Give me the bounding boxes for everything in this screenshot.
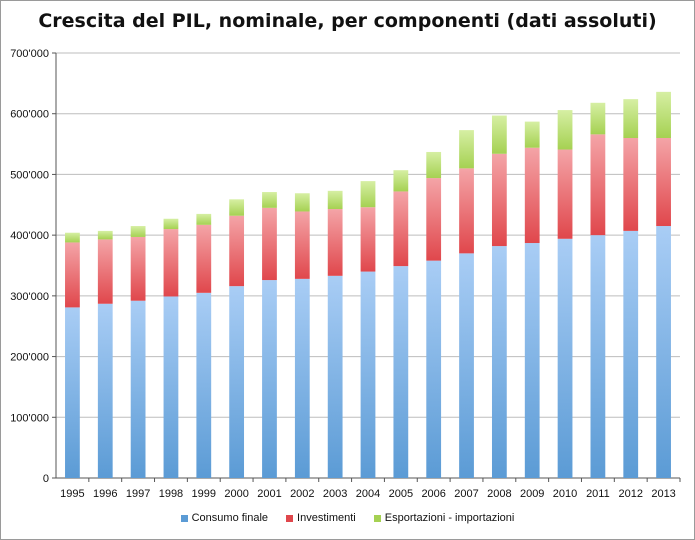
y-tick-label: 100'000 xyxy=(10,412,49,424)
bar-segment-2002-1 xyxy=(294,211,310,279)
bar-segment-2009-0 xyxy=(524,243,540,478)
bar-segment-2002-2 xyxy=(294,193,310,212)
bar-segment-2010-1 xyxy=(557,149,573,239)
legend-swatch xyxy=(373,514,381,522)
bar-segment-2002-0 xyxy=(294,278,310,478)
bar-segment-1996-0 xyxy=(97,303,113,478)
bar-segment-2012-2 xyxy=(623,99,639,138)
bar-segment-1996-1 xyxy=(97,239,113,304)
x-tick-label: 1996 xyxy=(93,488,117,500)
x-tick-label: 2001 xyxy=(257,488,281,500)
bar-segment-2003-2 xyxy=(327,190,343,210)
y-tick-label: 700'000 xyxy=(10,48,49,60)
bar-segment-1999-1 xyxy=(196,224,212,293)
x-tick-label: 2013 xyxy=(651,488,675,500)
y-tick-label: 600'000 xyxy=(10,109,49,121)
bar-segment-2004-0 xyxy=(360,271,376,478)
x-tick-label: 1995 xyxy=(60,488,84,500)
bar-segment-2013-1 xyxy=(656,138,671,227)
x-tick-label: 2004 xyxy=(356,488,380,500)
bar-segment-2004-2 xyxy=(360,181,376,208)
bar-segment-2006-1 xyxy=(426,178,442,261)
y-tick-label: 0 xyxy=(43,473,49,485)
x-tick-label: 2006 xyxy=(421,488,445,500)
legend-swatch xyxy=(180,514,188,522)
bar-segment-2009-2 xyxy=(524,121,540,148)
bar-segment-2000-0 xyxy=(229,286,245,478)
x-tick-label: 2008 xyxy=(487,488,511,500)
bar-segment-1998-0 xyxy=(163,296,179,478)
legend-item: Investimenti xyxy=(286,512,356,524)
bar-segment-2012-0 xyxy=(623,230,639,478)
y-tick-label: 300'000 xyxy=(10,291,49,303)
bar-segment-2011-2 xyxy=(590,102,606,135)
x-tick-label: 1997 xyxy=(126,488,150,500)
bar-segment-1997-1 xyxy=(130,236,146,301)
y-tick-label: 500'000 xyxy=(10,169,49,181)
chart-legend: Consumo finale Investimenti Esportazioni -… xyxy=(0,512,695,524)
x-tick-label: 2007 xyxy=(454,488,478,500)
chart-title: Crescita del PIL, nominale, per componen… xyxy=(38,10,657,32)
bar-segment-2001-0 xyxy=(262,280,277,478)
bar-segment-2005-0 xyxy=(393,266,409,478)
x-tick-label: 2012 xyxy=(618,488,642,500)
bar-segment-1998-1 xyxy=(163,229,179,297)
bar-segment-2010-2 xyxy=(557,110,573,150)
bar-segment-2004-1 xyxy=(360,207,376,272)
x-tick-label: 2011 xyxy=(586,488,610,500)
x-tick-label: 2002 xyxy=(290,488,314,500)
bar-segment-2003-0 xyxy=(327,275,343,478)
bar-segment-2013-0 xyxy=(656,226,671,478)
bar-segment-2007-1 xyxy=(459,168,474,254)
bar-segment-2008-0 xyxy=(491,246,507,478)
x-tick-label: 1998 xyxy=(159,488,183,500)
bar-segment-1996-2 xyxy=(97,230,113,240)
x-tick-label: 1999 xyxy=(192,488,216,500)
bar-segment-2005-1 xyxy=(393,191,409,267)
legend-label: Esportazioni - importazioni xyxy=(384,512,515,525)
bar-segment-2000-1 xyxy=(229,215,245,287)
bar-segment-2003-1 xyxy=(327,209,343,276)
bar-segment-2001-1 xyxy=(262,207,277,281)
bar-segment-1997-2 xyxy=(130,226,146,237)
bar-segment-2010-0 xyxy=(557,238,573,478)
bar-segment-2007-0 xyxy=(459,253,474,478)
bar-segment-2011-1 xyxy=(590,134,606,236)
legend-item: Esportazioni - importazioni xyxy=(373,512,515,525)
legend-label: Consumo finale xyxy=(191,512,269,525)
bar-segment-2001-2 xyxy=(262,192,277,208)
legend-label: Investimenti xyxy=(297,512,356,525)
legend-swatch xyxy=(286,514,294,522)
bar-segment-2000-2 xyxy=(229,199,245,216)
bar-segment-2006-2 xyxy=(426,151,442,179)
bar-segment-2011-0 xyxy=(590,235,606,478)
bar-segment-2012-1 xyxy=(623,138,639,231)
y-tick-label: 400'000 xyxy=(10,230,49,242)
x-tick-label: 2010 xyxy=(553,488,577,500)
bar-segment-2007-2 xyxy=(459,130,474,169)
x-tick-label: 2005 xyxy=(389,488,413,500)
x-tick-label: 2003 xyxy=(323,488,347,500)
legend-item: Consumo finale xyxy=(180,512,269,525)
bar-segment-1995-0 xyxy=(65,307,80,478)
bar-segment-1997-0 xyxy=(130,300,146,478)
bar-segment-2006-0 xyxy=(426,260,442,478)
x-tick-label: 2000 xyxy=(224,488,248,500)
bar-segment-2008-1 xyxy=(491,153,507,247)
x-tick-label: 2009 xyxy=(520,488,544,500)
bar-segment-1999-0 xyxy=(196,292,212,478)
bar-segment-2013-2 xyxy=(656,91,671,138)
y-tick-label: 200'000 xyxy=(10,352,49,364)
bar-segment-1995-1 xyxy=(65,242,80,308)
bar-segment-1999-2 xyxy=(196,213,212,225)
bar-segment-1998-2 xyxy=(163,218,179,230)
bar-segment-2008-2 xyxy=(491,115,507,154)
bar-segment-1995-2 xyxy=(65,232,80,243)
bar-segment-2005-2 xyxy=(393,170,409,192)
bar-segment-2009-1 xyxy=(524,147,540,244)
